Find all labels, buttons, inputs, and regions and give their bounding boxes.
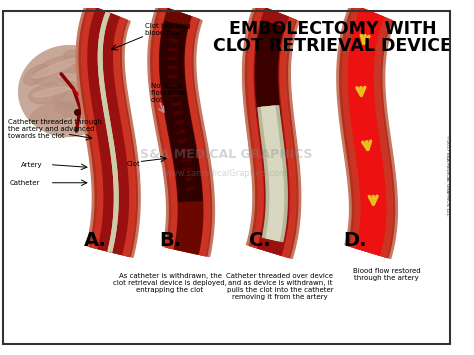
Polygon shape	[248, 6, 295, 257]
Polygon shape	[188, 18, 210, 256]
Text: CLOT RETRIEVAL DEVICE: CLOT RETRIEVAL DEVICE	[213, 37, 452, 55]
Polygon shape	[283, 18, 296, 257]
Polygon shape	[254, 8, 289, 255]
Polygon shape	[76, 4, 140, 257]
Polygon shape	[348, 8, 386, 255]
Polygon shape	[243, 4, 301, 258]
Ellipse shape	[33, 87, 68, 97]
Text: S&A MEDICAL GRAPHICS: S&A MEDICAL GRAPHICS	[140, 148, 313, 160]
Polygon shape	[258, 106, 287, 241]
Polygon shape	[337, 4, 397, 258]
Polygon shape	[377, 19, 392, 257]
Text: Catheter threaded over device
and as device is withdrawn, it
pulls the clot into: Catheter threaded over device and as dev…	[227, 273, 333, 300]
Polygon shape	[255, 21, 283, 119]
Text: Clot: Clot	[127, 161, 141, 166]
Text: Blood flow restored
through the artery: Blood flow restored through the artery	[353, 268, 420, 281]
Text: No blood
flow distal
clot: No blood flow distal clot	[151, 83, 187, 103]
Text: D.: D.	[344, 230, 367, 250]
Polygon shape	[258, 106, 288, 242]
Text: A.: A.	[84, 230, 107, 250]
Polygon shape	[160, 9, 203, 254]
Polygon shape	[148, 5, 214, 257]
Polygon shape	[116, 18, 135, 256]
Polygon shape	[82, 6, 135, 256]
Polygon shape	[246, 5, 298, 258]
Text: C.: C.	[249, 230, 271, 250]
Polygon shape	[88, 8, 128, 255]
Ellipse shape	[24, 65, 49, 85]
Text: B.: B.	[159, 230, 181, 250]
Ellipse shape	[60, 69, 103, 90]
Polygon shape	[153, 7, 209, 256]
Polygon shape	[160, 21, 202, 201]
Polygon shape	[79, 5, 137, 257]
Ellipse shape	[64, 50, 99, 71]
Ellipse shape	[32, 58, 79, 78]
Polygon shape	[262, 106, 283, 241]
Polygon shape	[99, 12, 118, 252]
Text: Catheter threaded through
the artery and advanced
towards the clot: Catheter threaded through the artery and…	[8, 119, 101, 139]
Ellipse shape	[53, 91, 100, 111]
Polygon shape	[342, 6, 392, 257]
Ellipse shape	[29, 84, 67, 104]
Ellipse shape	[18, 46, 119, 136]
Polygon shape	[340, 5, 394, 258]
Polygon shape	[151, 6, 211, 256]
Ellipse shape	[58, 74, 98, 82]
Text: ©2017 S&A MEDICAL GRAPHICS, LLC: ©2017 S&A MEDICAL GRAPHICS, LLC	[445, 135, 449, 215]
Ellipse shape	[55, 102, 88, 118]
Text: As catheter is withdrawn, the
clot retrieval device is deployed,
entrapping the : As catheter is withdrawn, the clot retri…	[113, 273, 227, 293]
Text: Catheter: Catheter	[9, 180, 40, 186]
Text: Artery: Artery	[21, 162, 43, 168]
Text: www.samedicalGraphics.com: www.samedicalGraphics.com	[165, 169, 288, 178]
Ellipse shape	[32, 56, 82, 84]
Text: EMBOLECTOMY WITH: EMBOLECTOMY WITH	[228, 20, 436, 38]
Ellipse shape	[30, 102, 75, 124]
Text: Clot blocking
blood flow: Clot blocking blood flow	[145, 23, 191, 37]
